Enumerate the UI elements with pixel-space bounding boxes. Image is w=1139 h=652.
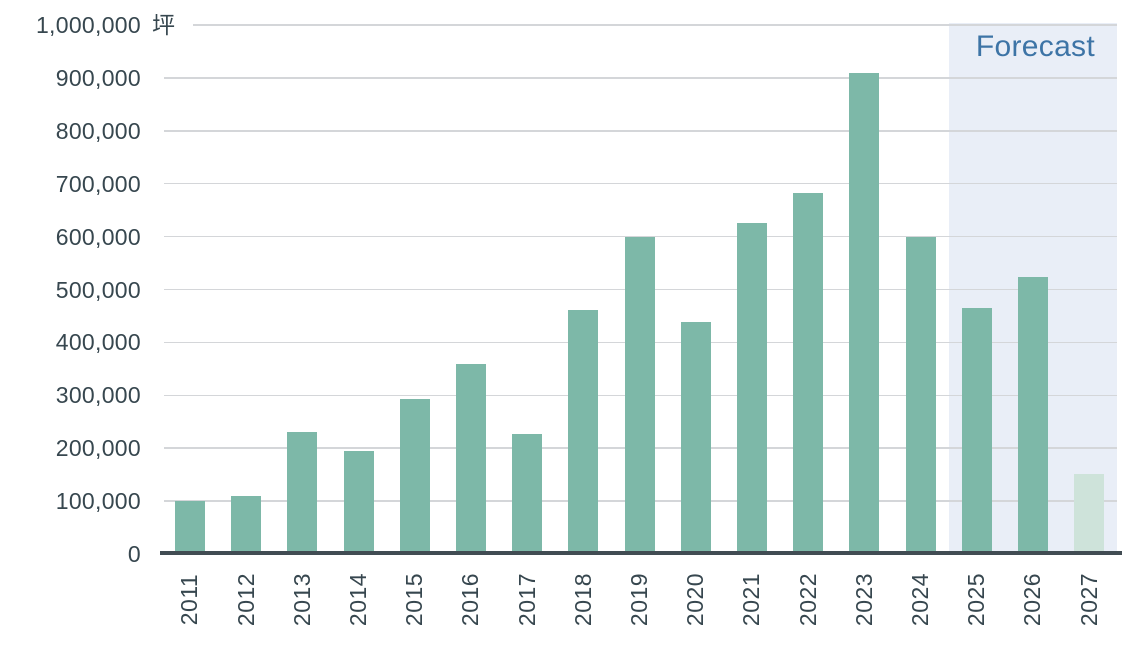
gridline-1000000 xyxy=(193,24,1117,26)
bar-2021 xyxy=(737,222,767,554)
y-tick-label-800000: 800,000 xyxy=(55,117,141,144)
x-tick-label-2027: 2027 xyxy=(1075,572,1102,626)
bar-2026 xyxy=(1018,276,1048,554)
bar-2016 xyxy=(456,364,486,554)
y-tick-label-700000: 700,000 xyxy=(55,170,141,197)
y-tick-label-200000: 200,000 xyxy=(55,435,141,462)
bar-2018 xyxy=(568,310,599,554)
bar-2019 xyxy=(624,236,655,554)
bar-2012 xyxy=(231,495,262,554)
gridline-700000 xyxy=(164,182,1117,185)
forecast-label: Forecast xyxy=(975,30,1095,63)
bar-2017 xyxy=(512,433,543,554)
bar-2027 xyxy=(1074,474,1105,554)
y-tick-label-300000: 300,000 xyxy=(55,382,141,409)
bar-2025 xyxy=(961,308,992,554)
y-tick-label-1000000: 1,000,000 xyxy=(35,12,141,38)
bar-2014 xyxy=(343,451,374,554)
gridline-800000 xyxy=(164,130,1117,132)
y-tick-label-600000: 600,000 xyxy=(55,223,141,250)
bar-2023 xyxy=(849,72,880,554)
bar-2022 xyxy=(793,193,824,554)
bar-2011 xyxy=(175,501,205,554)
gridline-900000 xyxy=(164,77,1117,79)
x-axis-line xyxy=(160,550,1122,555)
bar-2020 xyxy=(680,321,711,554)
y-tick-label-900000: 900,000 xyxy=(55,64,141,91)
bar-2013 xyxy=(287,431,318,554)
y-tick-label-100000: 100,000 xyxy=(55,488,141,515)
y-tick-label-500000: 500,000 xyxy=(55,276,141,303)
bar-2015 xyxy=(399,399,430,554)
bar-2024 xyxy=(905,236,936,554)
y-tick-label-400000: 400,000 xyxy=(55,329,141,356)
y-tick-label-0: 0 xyxy=(127,541,141,567)
y-axis-unit-label: 坪 xyxy=(152,12,175,38)
